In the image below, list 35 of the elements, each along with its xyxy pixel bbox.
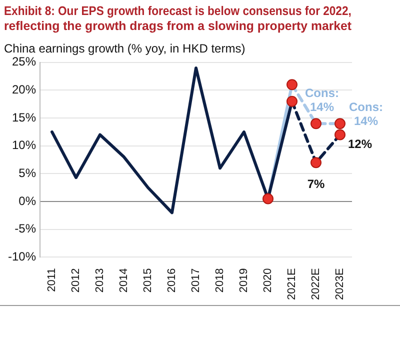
y-tick-label: -10%: [8, 250, 36, 264]
text: Exhibit 8: Our EPS growth forecast is below consensus for 2022,: [4, 3, 352, 18]
x-tick-label: 2015: [142, 268, 154, 293]
annotation: Cons: 14%: [349, 100, 383, 128]
y-axis-title: China earnings growth (% yoy, in HKD terms): [4, 42, 246, 56]
x-tick-label: 2016: [166, 268, 178, 293]
x-tick-label: 2023E: [334, 268, 346, 300]
point: [262, 193, 274, 204]
annotation: 7%: [307, 176, 326, 191]
x-tick-label: 2018: [214, 268, 226, 293]
y-tick-label: -5%: [14, 222, 36, 236]
point: [334, 129, 346, 140]
x-tick-label: 2019: [238, 268, 250, 293]
text: reflecting the growth drags from a slowing property market: [4, 18, 352, 33]
point: [310, 118, 322, 130]
x-tick-label: 2014: [118, 268, 130, 293]
x-tick-label: 2012: [70, 268, 82, 293]
y-tick-label: 15%: [12, 110, 36, 124]
point: [334, 118, 346, 130]
y-tick-label: 20%: [12, 82, 36, 97]
y-tick-label: 25%: [12, 54, 36, 69]
point: [286, 96, 298, 107]
x-tick-label: 2020: [262, 268, 274, 293]
point: [286, 79, 298, 90]
x-tick-label: 2013: [94, 268, 106, 293]
x-tick-label: 2017: [190, 268, 202, 293]
annotation: Cons: 14%: [305, 86, 339, 114]
point: [310, 157, 322, 168]
x-tick-label: 2021E: [286, 268, 298, 300]
y-tick-label: 10%: [12, 138, 36, 152]
x-tick-label: 2022E: [310, 268, 322, 300]
x-tick-label: 2011: [46, 268, 58, 292]
y-tick-label: 0%: [18, 194, 36, 208]
annotation: 12%: [348, 137, 372, 152]
y-tick-label: 5%: [18, 166, 36, 180]
